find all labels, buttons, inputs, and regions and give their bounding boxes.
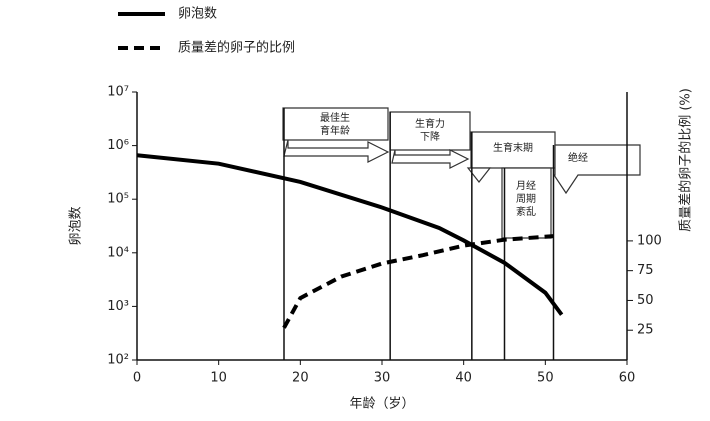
series-line bbox=[282, 234, 554, 329]
x-axis-label: 年龄（岁） bbox=[349, 397, 414, 412]
y2-axis-label: 质量差的卵子的比例 (%) bbox=[678, 88, 694, 232]
y-tick-label: 10⁴ bbox=[107, 245, 129, 260]
x-tick-label: 10 bbox=[210, 371, 227, 386]
x-tick-label: 60 bbox=[619, 371, 636, 386]
legend-label: 卵泡数 bbox=[178, 7, 217, 22]
x-tick-label: 20 bbox=[292, 371, 309, 386]
series-line bbox=[136, 153, 564, 316]
stage-label: 生育力 bbox=[415, 117, 445, 130]
y-tick-label: 10⁷ bbox=[107, 85, 129, 100]
y-tick-label: 10³ bbox=[107, 299, 129, 314]
y-tick-label: 10⁶ bbox=[107, 138, 129, 153]
y2-tick-label: 25 bbox=[637, 323, 654, 338]
y2-tick-label: 75 bbox=[637, 263, 654, 278]
stage-label: 月经 bbox=[516, 179, 536, 192]
y2-tick-label: 50 bbox=[637, 293, 654, 308]
x-tick-label: 0 bbox=[133, 371, 141, 386]
y2-tick-label: 100 bbox=[637, 233, 662, 248]
legend-label: 质量差的卵子的比例 bbox=[178, 40, 295, 56]
stage-label: 下降 bbox=[420, 130, 440, 143]
y-tick-label: 10⁵ bbox=[107, 192, 129, 207]
y-tick-label: 10² bbox=[107, 353, 129, 368]
stage-label: 最佳生 bbox=[320, 111, 350, 124]
y-axis-label: 卵泡数 bbox=[69, 206, 84, 245]
x-tick-label: 50 bbox=[537, 371, 554, 386]
stage-label: 生育末期 bbox=[493, 141, 533, 154]
stage-label: 紊乱 bbox=[516, 205, 536, 218]
x-tick-label: 40 bbox=[455, 371, 472, 386]
annotation-boxes bbox=[282, 107, 641, 239]
stage-label: 绝经 bbox=[568, 151, 588, 164]
x-tick-label: 30 bbox=[374, 371, 391, 386]
stage-label: 周期 bbox=[516, 193, 536, 205]
stage-label: 育年龄 bbox=[320, 124, 350, 137]
